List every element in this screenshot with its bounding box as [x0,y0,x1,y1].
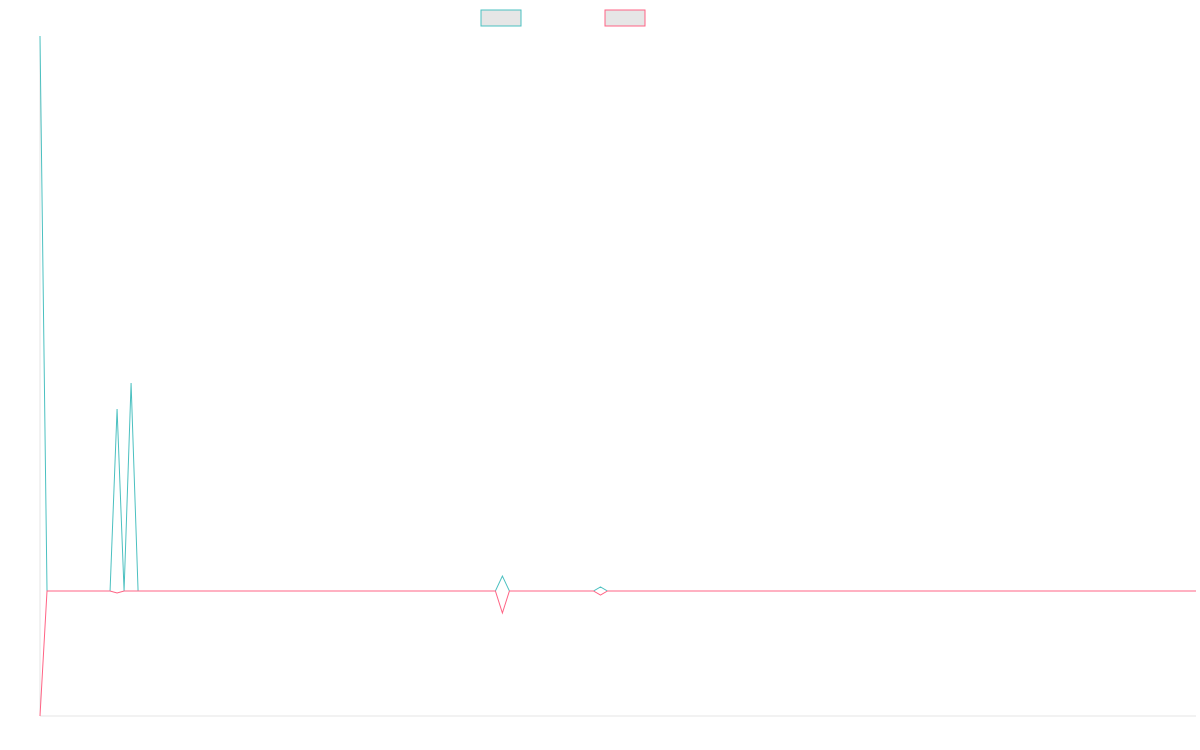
legend [480,9,646,27]
series-line-2 [39,590,1196,717]
series-1 [39,35,1197,592]
legend-swatch-1[interactable] [480,9,522,27]
series-line-1 [39,35,1196,592]
series-2 [39,590,1197,717]
legend-swatch-2[interactable] [604,9,646,27]
axes [39,36,1196,717]
series-layer [39,35,1197,717]
